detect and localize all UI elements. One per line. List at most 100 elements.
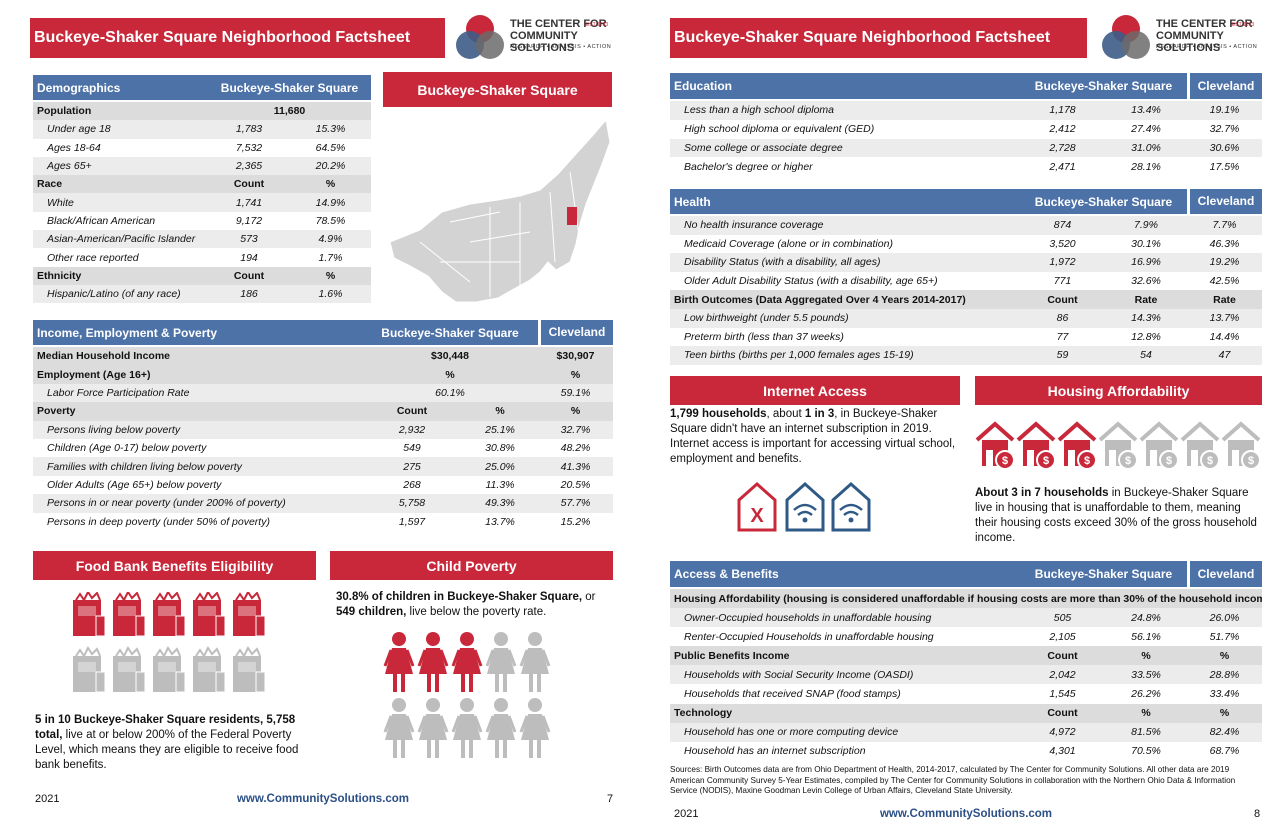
table-row: Hispanic/Latino (of any race) 186 1.6% bbox=[33, 284, 371, 304]
table-cell: 78.5% bbox=[315, 214, 346, 227]
table-cell: 1,178 bbox=[1049, 104, 1076, 117]
table-cell: 30.1% bbox=[1131, 237, 1161, 250]
logo-est: EST 1913 bbox=[586, 22, 609, 28]
logo-text: COMMUNITY SOLUTIONS bbox=[1156, 30, 1224, 54]
table-row: Low birthweight (under 5.5 pounds) 86 14.3… bbox=[670, 308, 1262, 328]
table-cell: 11,680 bbox=[273, 105, 306, 118]
table-cell: Persons in deep poverty (under 50% of po… bbox=[47, 515, 270, 528]
table-cell: 48.2% bbox=[560, 442, 591, 455]
page-title: Buckeye-Shaker Square Neighborhood Facts… bbox=[670, 18, 1087, 58]
table-cell: % bbox=[495, 405, 505, 418]
table-cell: 4.9% bbox=[318, 233, 343, 246]
footer-year: 2021 bbox=[35, 793, 60, 805]
table-cell: 1,741 bbox=[235, 196, 263, 209]
table-row: Under age 18 1,783 15.3% bbox=[33, 120, 371, 139]
table-row: Asian-American/Pacific Islander 573 4.9% bbox=[33, 230, 371, 249]
table-cell: Less than a high school diploma bbox=[684, 104, 835, 117]
table-cell: 49.3% bbox=[485, 497, 515, 510]
logo-tagline: RESEARCH • ANALYSIS • ACTION bbox=[510, 44, 612, 50]
table-cell: 30.8% bbox=[485, 442, 515, 455]
logo: THE CENTER FOR EST 1913 COMMUNITY SOLUTI… bbox=[1098, 12, 1270, 64]
table-cell: Teen births (births per 1,000 females ag… bbox=[684, 349, 914, 362]
text-segment: or bbox=[582, 591, 596, 603]
table-cell: Buckeye-Shaker Square bbox=[1034, 194, 1173, 209]
map-title: Buckeye-Shaker Square bbox=[383, 72, 612, 107]
table-cell: Black/African American bbox=[47, 214, 156, 227]
housing-title: Housing Affordability bbox=[975, 376, 1262, 405]
logo-circle bbox=[456, 31, 484, 59]
svg-text:$: $ bbox=[1043, 455, 1049, 467]
house-icon: $ bbox=[1098, 421, 1138, 470]
table-cell: 32.7% bbox=[1209, 123, 1240, 136]
table-cell: 24.8% bbox=[1131, 611, 1161, 624]
table-cell: 19.2% bbox=[1209, 256, 1240, 269]
table-row: Bachelor's degree or higher 2,471 28.1% 17.… bbox=[670, 157, 1262, 176]
text-segment: , in Buckeye-Shaker Square didn't have a… bbox=[670, 408, 956, 465]
table-cell: % bbox=[1141, 649, 1151, 662]
table-cell: Labor Force Participation Rate bbox=[47, 386, 190, 399]
table-cell: Ages 18-64 bbox=[47, 141, 101, 154]
table-row: Disability Status (with a disability, al… bbox=[670, 253, 1262, 272]
logo-mark bbox=[456, 15, 504, 59]
table-cell: % bbox=[570, 405, 581, 418]
text-segment: About 3 in 7 households bbox=[975, 487, 1109, 499]
health-table: Health Buckeye-Shaker Square Cleveland No h… bbox=[670, 189, 1262, 365]
table-subheading: Ethnicity Count% bbox=[33, 266, 371, 285]
person-icon bbox=[485, 698, 517, 758]
grocery-bag-icon bbox=[193, 590, 226, 637]
table-cell: % bbox=[1141, 707, 1151, 720]
table-cell: % bbox=[1219, 707, 1230, 720]
footer-url: www.CommunitySolutions.com bbox=[236, 793, 410, 805]
table-cell: Households that received SNAP (food stam… bbox=[684, 688, 901, 701]
table-cell: Owner-Occupied households in unaffordabl… bbox=[684, 611, 932, 624]
table-cell: 4,972 bbox=[1049, 726, 1076, 739]
table-cell: 2,365 bbox=[235, 160, 263, 173]
table-cell: Preterm birth (less than 37 weeks) bbox=[684, 330, 844, 343]
logo-circle bbox=[1122, 31, 1150, 59]
logo-est: EST 1913 bbox=[1232, 22, 1255, 28]
footer-year: 2021 bbox=[674, 808, 699, 820]
table-cell: Cleveland bbox=[1187, 561, 1262, 587]
table-cell: 68.7% bbox=[1209, 745, 1240, 758]
table-cell: 13.7% bbox=[1209, 312, 1240, 325]
wifi-icon bbox=[831, 481, 871, 532]
table-cell: Cleveland bbox=[1187, 189, 1262, 214]
child-poverty-title: Child Poverty bbox=[330, 551, 613, 580]
table-cell: White bbox=[47, 196, 74, 209]
table-subheading: Birth Outcomes (Data Aggregated Over 4 Y… bbox=[670, 290, 1262, 309]
text-segment: 1,799 households bbox=[670, 408, 767, 420]
table-row: Families with children living below pove… bbox=[33, 457, 613, 476]
demographics-table: Demographics Buckeye-Shaker Square Populat… bbox=[33, 75, 371, 304]
table-cell: 27.4% bbox=[1131, 123, 1161, 136]
table-row: Less than a high school diploma 1,178 13.4… bbox=[670, 101, 1262, 120]
table-cell: 20.2% bbox=[315, 160, 346, 173]
table-row: Household has one or more computing devi… bbox=[670, 722, 1262, 742]
table-cell: Technology bbox=[674, 707, 733, 720]
table-cell: Education bbox=[674, 79, 733, 93]
housing-text: About 3 in 7 households in Buckeye-Shake… bbox=[975, 486, 1262, 546]
table-row: Renter-Occupied Households in unaffordab… bbox=[670, 627, 1262, 646]
bag-icons bbox=[70, 590, 290, 704]
internet-title: Internet Access bbox=[670, 376, 960, 405]
grocery-bag-icon bbox=[233, 590, 266, 637]
table-cell: 1.6% bbox=[318, 288, 343, 301]
table-cell: Population bbox=[37, 105, 92, 118]
table-cell: 32.7% bbox=[560, 423, 591, 436]
table-cell: 11.3% bbox=[485, 478, 515, 491]
house-icon: $ bbox=[1139, 421, 1179, 470]
table-cell: 9,172 bbox=[235, 214, 263, 227]
neighborhood-map bbox=[389, 118, 611, 303]
table-cell: Hispanic/Latino (of any race) bbox=[47, 288, 181, 301]
table-cell: Count bbox=[1047, 293, 1078, 306]
table-cell: Race bbox=[37, 178, 63, 191]
table-cell: 32.6% bbox=[1131, 275, 1161, 288]
table-subheading: Technology Count%% bbox=[670, 703, 1262, 723]
table-row: Older Adult Disability Status (with a di… bbox=[670, 272, 1262, 291]
table-cell: 4,301 bbox=[1049, 745, 1076, 758]
table-cell: Households with Social Security Income (… bbox=[684, 668, 914, 681]
text-segment: 5 in 10 Buckeye-Shaker Square residents,… bbox=[35, 714, 296, 741]
table-cell: 60.1% bbox=[435, 386, 465, 399]
table-cell: Buckeye-Shaker Square bbox=[381, 325, 519, 340]
table-cell: Older Adults (Age 65+) below poverty bbox=[47, 478, 222, 491]
logo: THE CENTER FOR EST 1913 COMMUNITY SOLUTI… bbox=[452, 12, 622, 64]
